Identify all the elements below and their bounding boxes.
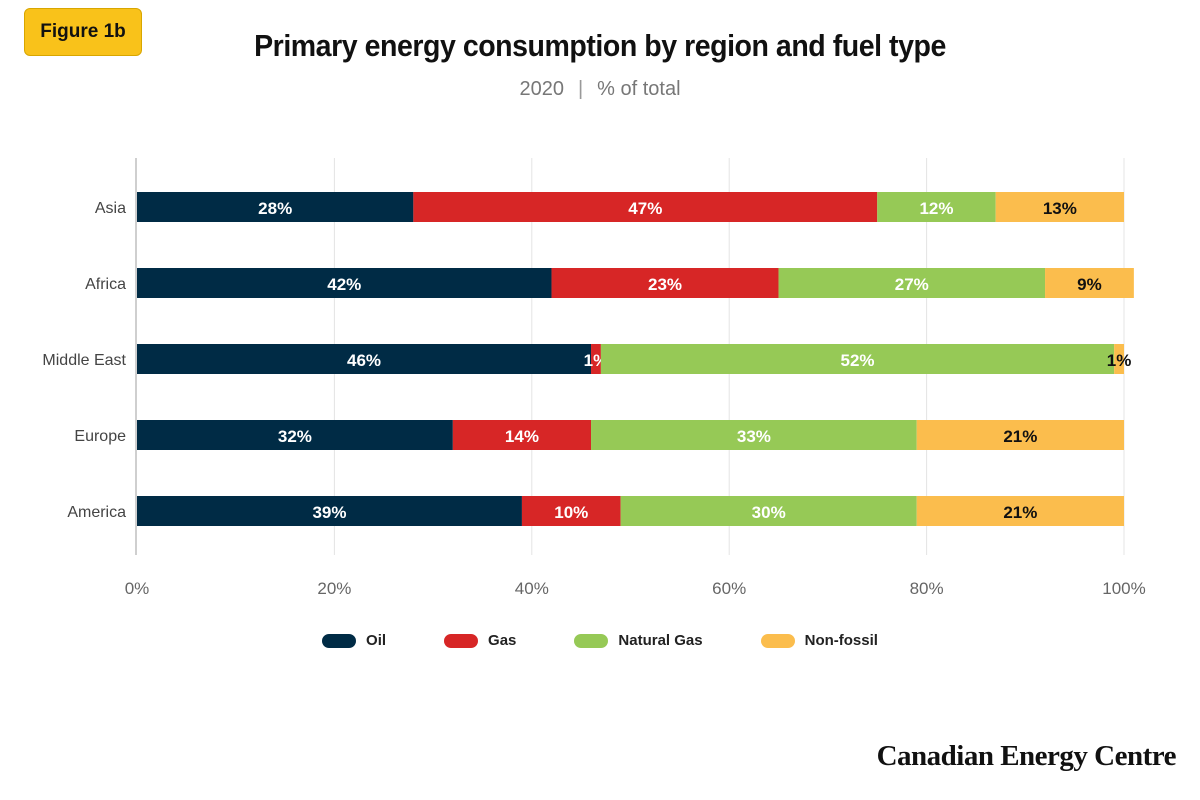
data-label: 13%	[1043, 199, 1077, 218]
bar-segment	[620, 496, 917, 526]
data-label: 23%	[648, 275, 682, 294]
data-label: 27%	[895, 275, 929, 294]
legend-label-gas: Gas	[488, 632, 517, 649]
bar-segment	[137, 344, 592, 374]
bar-segment	[778, 268, 1046, 298]
bar-segment	[877, 192, 996, 222]
category-label: Asia	[95, 200, 126, 217]
data-label: 47%	[628, 199, 662, 218]
data-label: 1%	[1107, 351, 1132, 370]
data-label: 21%	[1003, 427, 1037, 446]
x-tick-label: 60%	[712, 579, 746, 598]
category-label: Europe	[74, 428, 126, 445]
category-label: America	[67, 504, 126, 521]
subtitle-separator: |	[577, 78, 584, 100]
chart-title: Primary energy consumption by region and…	[254, 28, 946, 63]
legend-swatch-gas	[444, 633, 479, 648]
data-label: 46%	[347, 351, 381, 370]
legend-item-gas: Gas	[444, 632, 516, 649]
bar-segment	[600, 344, 1115, 374]
legend-swatch-natural-gas	[574, 633, 609, 648]
data-label: 14%	[505, 427, 539, 446]
legend-item-oil: Oil	[322, 632, 386, 649]
data-label: 12%	[919, 199, 953, 218]
x-tick-label: 20%	[317, 579, 351, 598]
data-label: 32%	[278, 427, 312, 446]
bar-segment	[1045, 268, 1134, 298]
bar-segment	[137, 496, 522, 526]
data-label: 39%	[312, 503, 346, 522]
chart-legend: Oil Gas Natural Gas Non-fossil	[0, 632, 1200, 649]
data-label: 30%	[752, 503, 786, 522]
legend-swatch-non-fossil	[760, 633, 795, 648]
legend-label-oil: Oil	[366, 632, 387, 649]
legend-label-natural-gas: Natural Gas	[618, 632, 703, 649]
bar-segment	[1114, 344, 1124, 374]
figure-badge: Figure 1b	[24, 8, 142, 56]
bar-segment	[916, 420, 1124, 450]
legend-swatch-oil	[322, 633, 357, 648]
data-label: 9%	[1077, 275, 1102, 294]
brand-logo-text: Canadian Energy Centre	[876, 740, 1177, 772]
bar-segment	[137, 420, 453, 450]
x-tick-label: 40%	[515, 579, 549, 598]
data-label: 52%	[840, 351, 874, 370]
legend-item-non-fossil: Non-fossil	[760, 632, 878, 649]
bar-segment	[521, 496, 621, 526]
x-tick-label: 100%	[1102, 579, 1145, 598]
bar-segment	[452, 420, 592, 450]
data-label: 21%	[1003, 503, 1037, 522]
data-label: 42%	[327, 275, 361, 294]
data-label: 28%	[258, 199, 292, 218]
bar-segment	[413, 192, 878, 222]
subtitle-year: 2020	[519, 78, 564, 100]
bar-segment	[591, 344, 601, 374]
category-label: Middle East	[42, 352, 126, 369]
stacked-bar-chart: 0% 20% 40% 60% 80% 100% Asia 28% 47% 12% 13% Africa…	[42, 158, 1146, 598]
bar-segment	[591, 420, 917, 450]
x-tick-label: 80%	[910, 579, 944, 598]
bar-segment	[551, 268, 779, 298]
data-label: 33%	[737, 427, 771, 446]
chart-subtitle: 2020 | % of total	[0, 78, 1200, 101]
x-tick-label: 0%	[125, 579, 150, 598]
legend-item-natural-gas: Natural Gas	[574, 632, 703, 649]
data-label: 10%	[554, 503, 588, 522]
bar-segment	[137, 192, 414, 222]
bar-segment	[995, 192, 1124, 222]
legend-label-non-fossil: Non-fossil	[804, 632, 878, 649]
subtitle-unit: % of total	[597, 78, 681, 100]
bar-segment	[916, 496, 1124, 526]
category-label: Africa	[85, 276, 126, 293]
bar-segment	[137, 268, 552, 298]
